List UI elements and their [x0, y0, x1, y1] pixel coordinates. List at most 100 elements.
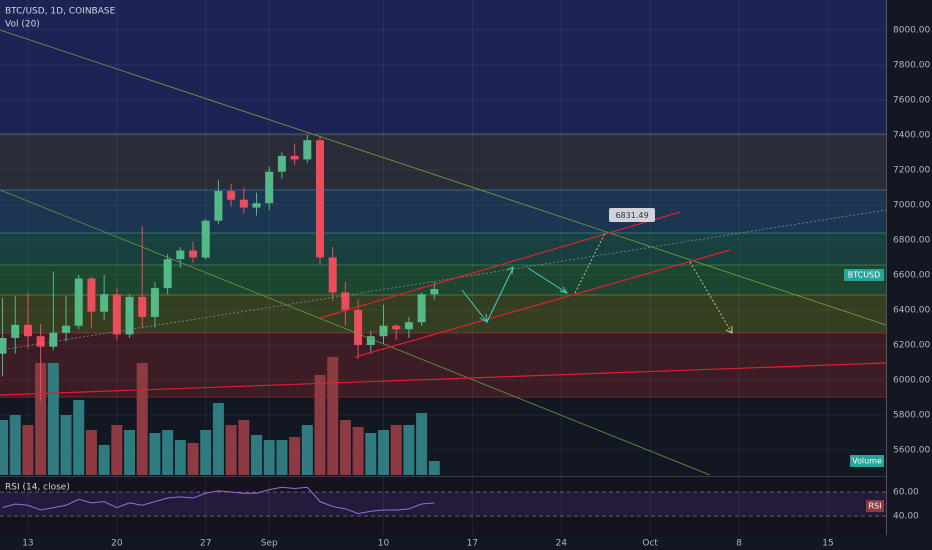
candle-body — [214, 190, 223, 221]
candle-body — [23, 324, 32, 337]
candle-body — [125, 296, 134, 335]
y-tick-label: 7400.00 — [893, 130, 930, 140]
x-tick-label: Sep — [261, 539, 278, 549]
y-tick-label: 8000.00 — [893, 25, 930, 35]
callout: 6831.49 — [615, 211, 648, 220]
candle-body — [379, 325, 388, 337]
volume-bar — [111, 425, 123, 475]
volume-bar — [98, 445, 110, 475]
volume-bar — [238, 420, 250, 475]
candle-body — [100, 294, 109, 312]
rsi-line — [2, 486, 435, 515]
y-tick-label: 6200.00 — [893, 340, 930, 350]
candle-body — [163, 259, 172, 289]
candle-body — [430, 288, 439, 295]
y-tick-label: 6600.00 — [893, 270, 930, 280]
candle-body — [87, 278, 96, 312]
drawings — [0, 29, 887, 476]
time-axis — [0, 535, 886, 550]
volume-label: Volume — [852, 457, 882, 466]
volume-bar — [47, 363, 59, 475]
x-tick-label: 13 — [22, 539, 33, 549]
rsi-tick-label: 40.00 — [893, 512, 919, 522]
volume-bar — [339, 420, 351, 475]
candle-body — [201, 220, 210, 258]
candle-body — [176, 250, 185, 260]
volume-bar — [416, 413, 428, 475]
volume-bar — [263, 440, 275, 475]
candle-body — [316, 140, 325, 258]
y-tick-label: 7600.00 — [893, 95, 930, 105]
y-tick-label: 6800.00 — [893, 235, 930, 245]
volume-bar — [276, 440, 288, 475]
candle-body — [341, 292, 350, 310]
volume-bar — [352, 427, 364, 475]
candle-body — [112, 294, 121, 335]
candle-body — [49, 332, 58, 347]
volume-bar — [428, 461, 440, 475]
x-tick-label: 27 — [200, 539, 211, 549]
candle-body — [392, 325, 401, 330]
x-tick-label: 10 — [378, 539, 390, 549]
candle-body — [265, 171, 274, 204]
candle-body — [417, 294, 426, 323]
volume-bar — [365, 433, 377, 475]
x-tick-label: 24 — [556, 539, 568, 549]
volume-bar — [327, 357, 339, 475]
candle-body — [404, 322, 413, 330]
candle-body — [138, 296, 147, 317]
volume-label-bg — [850, 455, 884, 467]
volume-bar — [9, 415, 21, 475]
candle-body — [189, 250, 198, 258]
candle-body — [303, 140, 312, 160]
volume-bar — [251, 435, 263, 475]
candle-body — [277, 155, 286, 172]
volume-bar — [301, 425, 313, 475]
volume-bar — [60, 415, 72, 475]
volume-bar — [390, 425, 402, 475]
volume-bar — [124, 430, 136, 475]
rsi-title: RSI (14, close) — [5, 483, 70, 493]
volume-bar — [225, 425, 237, 475]
volume-bar — [0, 420, 9, 475]
volume-bar — [403, 425, 415, 475]
x-tick-label: 17 — [467, 539, 478, 549]
x-tick-label: 15 — [822, 539, 833, 549]
volume-bar — [212, 403, 224, 475]
volume-bar — [85, 430, 97, 475]
volume-bar — [22, 425, 34, 475]
volume-bar — [162, 430, 174, 475]
symbol-label: BTCUSD — [848, 270, 881, 279]
candle-body — [227, 190, 236, 200]
volume-bar — [149, 433, 161, 475]
x-tick-label: 8 — [736, 539, 742, 549]
volume-bar — [187, 443, 199, 475]
rsi-band — [0, 492, 886, 516]
y-tick-label: 5600.00 — [893, 445, 930, 455]
volume-bar — [136, 363, 148, 475]
rsi-tick-label: 60.00 — [893, 488, 919, 498]
volume-bar — [200, 430, 212, 475]
candle-body — [74, 278, 83, 326]
x-tick-label: Oct — [642, 539, 658, 549]
volume-bar — [378, 430, 390, 475]
y-tick-label: 6000.00 — [893, 375, 930, 385]
rsi-label: RSI — [869, 502, 882, 511]
volume-bar — [314, 375, 326, 475]
candle-body — [150, 288, 159, 317]
y-tick-label: 7200.00 — [893, 165, 930, 175]
symbol-label-bg — [844, 268, 884, 281]
candle-body — [354, 309, 363, 345]
candle-body — [0, 337, 7, 354]
volume-bar — [289, 437, 301, 475]
candle-body — [36, 336, 45, 347]
volume-bar — [174, 440, 186, 475]
volume-bar — [35, 363, 47, 475]
candle-body — [239, 199, 248, 208]
y-tick-label: 5800.00 — [893, 410, 930, 420]
x-tick-label: 20 — [111, 539, 123, 549]
candle-body — [252, 203, 261, 208]
candle-body — [366, 336, 375, 345]
candle-body — [328, 257, 337, 293]
